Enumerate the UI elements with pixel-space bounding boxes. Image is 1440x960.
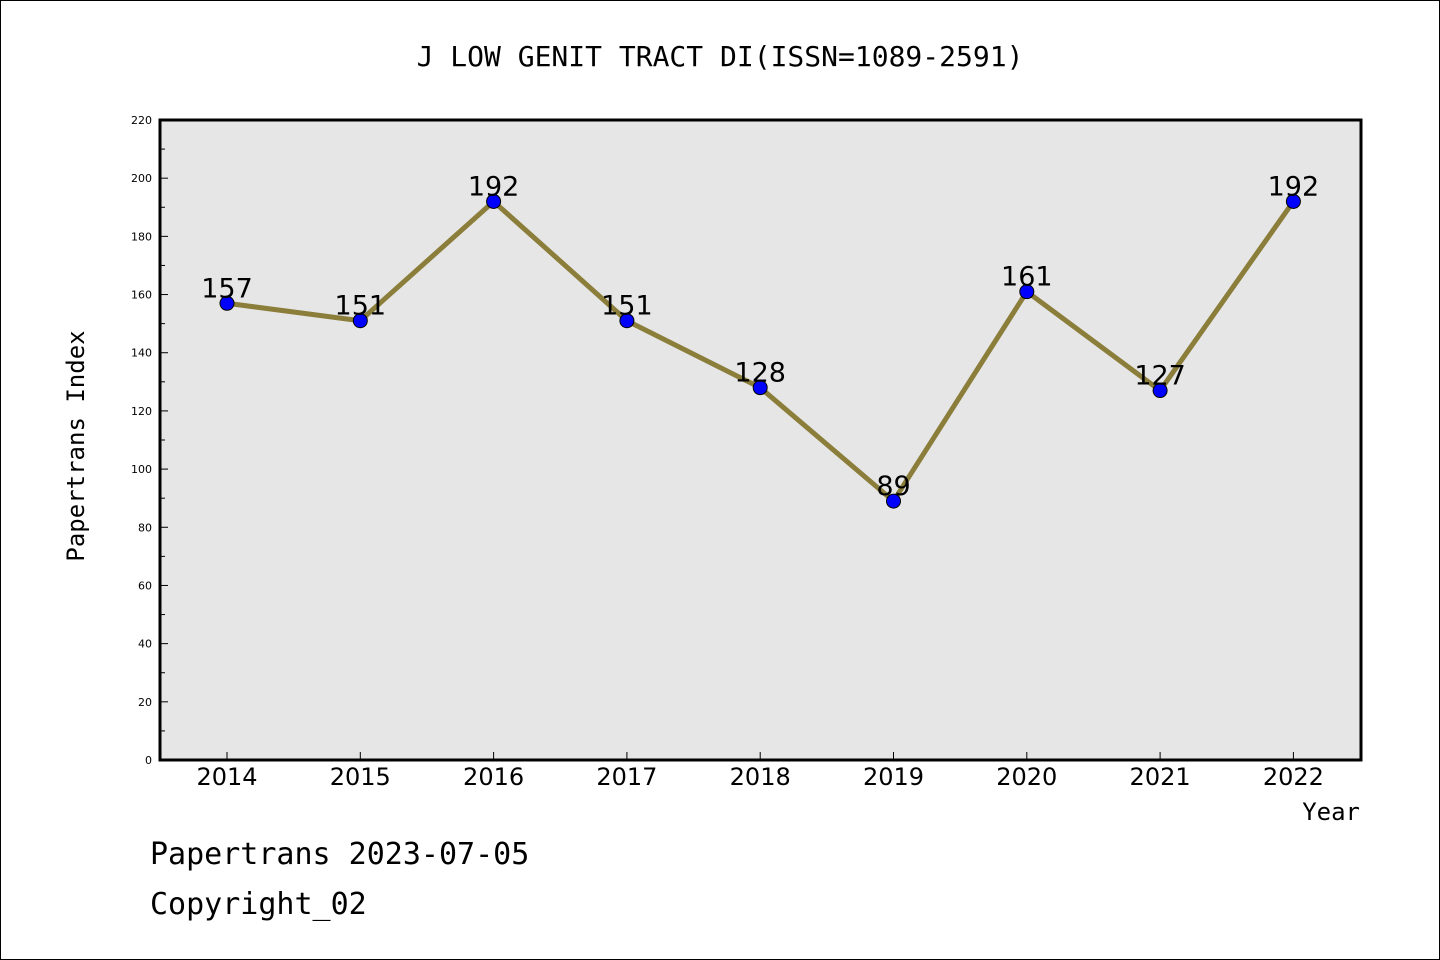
x-tick-label: 2015 — [330, 763, 391, 791]
y-tick-label: 140 — [131, 347, 152, 360]
x-axis: 2014 2015 2016 2017 2018 2019 2020 2021 2022 — [196, 752, 1324, 791]
data-point — [619, 313, 635, 329]
y-tick-label: 80 — [138, 521, 152, 534]
data-point — [1285, 193, 1301, 209]
y-axis: 0 20 40 60 80 100 120 140 160 180 200 220 — [131, 114, 168, 767]
x-tick-label: 2020 — [996, 763, 1057, 791]
x-tick-label: 2019 — [863, 763, 924, 791]
data-label: 157 — [201, 273, 253, 304]
y-tick-label: 180 — [131, 230, 152, 243]
footer-date: Papertrans 2023-07-05 — [150, 837, 529, 872]
data-point — [352, 313, 368, 329]
plot-area — [158, 118, 1363, 762]
data-labels: 157 151 192 151 128 89 161 127 192 — [201, 171, 1319, 502]
data-point — [886, 493, 901, 509]
y-tick-label: 0 — [145, 754, 152, 767]
y-tick-label: 220 — [131, 114, 152, 127]
x-tick-label: 2016 — [463, 763, 524, 791]
y-tick-label: 20 — [138, 696, 152, 709]
x-tick-label: 2022 — [1263, 763, 1324, 791]
y-tick-label: 120 — [131, 405, 152, 418]
data-point — [219, 295, 235, 311]
footer-copyright: Copyright_02 — [150, 887, 367, 922]
y-tick-label: 200 — [131, 172, 152, 185]
x-tick-label: 2021 — [1130, 763, 1191, 791]
data-label: 151 — [601, 291, 653, 322]
data-point — [1152, 383, 1168, 399]
chart-title: J LOW GENIT TRACT DI(ISSN=1089-2591) — [417, 40, 1024, 73]
x-tick-label: 2014 — [196, 763, 257, 791]
data-label: 128 — [734, 358, 786, 389]
data-label: 127 — [1134, 361, 1186, 392]
data-points — [219, 193, 1301, 509]
data-label: 192 — [1268, 171, 1320, 202]
y-tick-label: 160 — [131, 289, 152, 302]
data-label: 192 — [468, 171, 520, 202]
y-tick-label: 40 — [138, 638, 152, 651]
data-label: 151 — [335, 291, 387, 322]
data-point — [752, 380, 768, 396]
data-point — [1019, 284, 1035, 300]
x-tick-label: 2017 — [596, 763, 657, 791]
y-axis-title: Papertrans Index — [62, 330, 90, 561]
data-label: 89 — [876, 471, 910, 502]
data-label: 161 — [1001, 262, 1053, 293]
y-tick-label: 60 — [138, 579, 152, 592]
data-point — [486, 193, 502, 209]
y-tick-label: 100 — [131, 463, 152, 476]
x-tick-label: 2018 — [730, 763, 791, 791]
x-axis-title: Year — [1302, 798, 1360, 826]
